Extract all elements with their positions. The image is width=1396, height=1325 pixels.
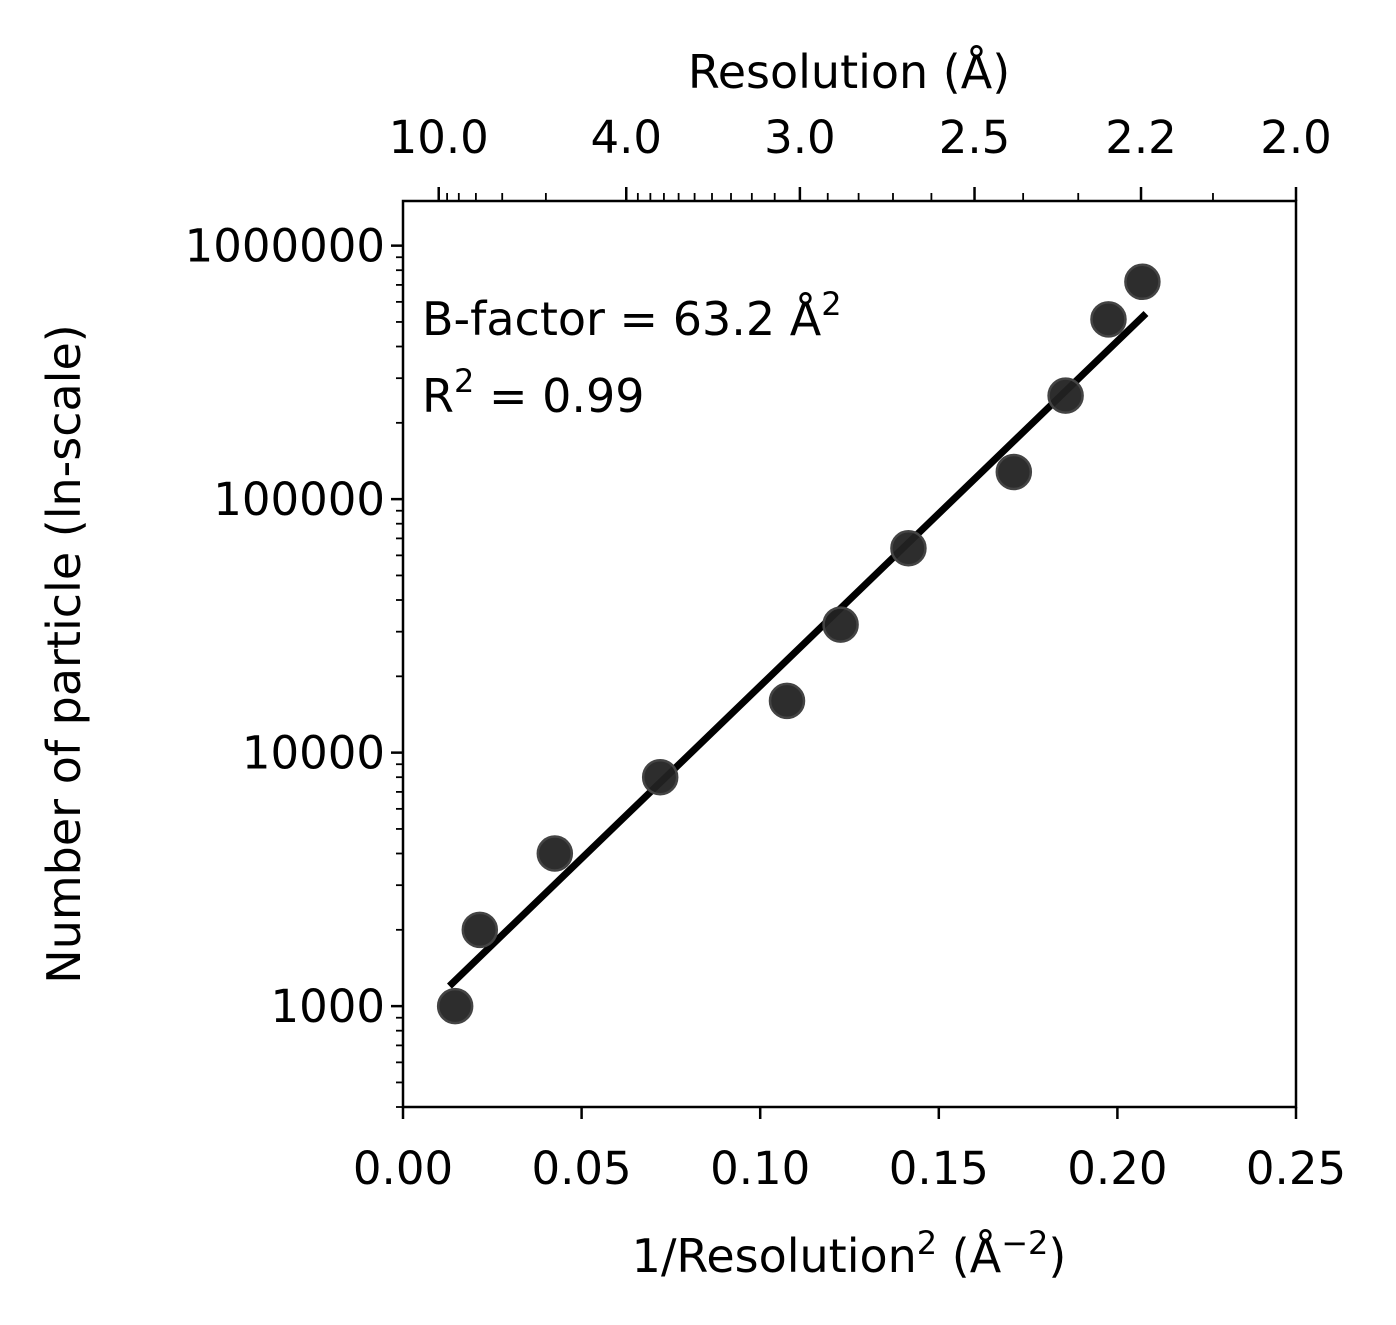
data-point xyxy=(890,530,927,567)
data-point xyxy=(995,453,1033,491)
data-point xyxy=(822,606,859,643)
data-point xyxy=(1047,377,1084,414)
data-point xyxy=(1124,263,1161,301)
x-tick-label: 0.15 xyxy=(889,1142,989,1195)
x-tick-label: 0.25 xyxy=(1246,1142,1346,1195)
top-x-axis-title: Resolution (Å) xyxy=(688,45,1010,99)
x-tick-label: 0.00 xyxy=(353,1142,453,1195)
top-tick-label: 4.0 xyxy=(590,111,662,164)
top-tick-label: 2.5 xyxy=(939,111,1011,164)
tick-labels: 0.00 0.05 0.10 0.15 0.20 0.25 1000 10000 100000 1… xyxy=(185,111,1347,1195)
r-squared-annotation: R2 = 0.99 xyxy=(422,362,645,423)
data-points xyxy=(436,263,1161,1025)
data-point xyxy=(641,758,679,796)
y-axis-title: Number of particle (ln-scale) xyxy=(37,324,91,983)
x-tick-label: 0.20 xyxy=(1067,1142,1167,1195)
x-axis-title: 1/Resolution2 (Å−2) xyxy=(632,1224,1067,1283)
data-point xyxy=(1090,301,1127,338)
data-point xyxy=(768,682,806,720)
x-tick-label: 0.05 xyxy=(531,1142,631,1195)
top-tick-label: 10.0 xyxy=(389,111,489,164)
top-tick-label: 2.0 xyxy=(1260,111,1332,164)
tick-marks xyxy=(391,187,1298,1119)
fit-line-group xyxy=(447,310,1149,989)
data-point xyxy=(461,911,499,949)
x-tick-label: 0.10 xyxy=(710,1142,810,1195)
y-tick-label: 1000 xyxy=(270,980,385,1033)
y-tick-label: 10000 xyxy=(242,727,385,780)
y-tick-label: 1000000 xyxy=(185,220,385,273)
y-tick-label: 100000 xyxy=(213,473,385,526)
top-tick-label: 2.2 xyxy=(1105,111,1177,164)
data-point xyxy=(536,835,574,872)
data-point xyxy=(436,987,474,1025)
bfactor-annotation: B-factor = 63.2 Å2 xyxy=(422,285,842,346)
fit-line xyxy=(447,310,1149,989)
top-tick-label: 3.0 xyxy=(764,111,836,164)
plot-frame xyxy=(401,199,1298,1109)
